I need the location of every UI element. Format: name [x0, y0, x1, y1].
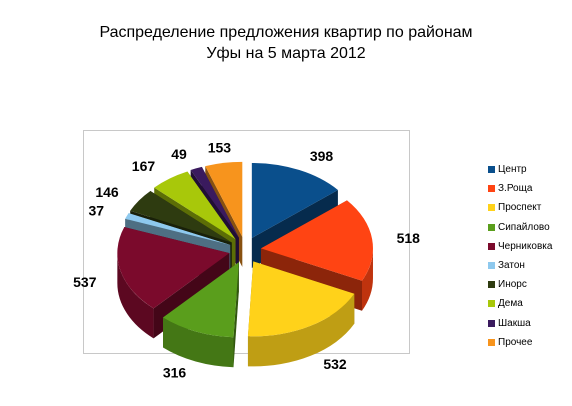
- chart-title: Распределение предложения квартир по рай…: [0, 22, 572, 64]
- slice-top: [247, 261, 355, 337]
- legend-swatch: [488, 300, 495, 308]
- slice-top: [117, 227, 230, 309]
- slice-top: [163, 262, 239, 338]
- data-label: 49: [171, 146, 187, 162]
- legend-label: Дема: [498, 298, 523, 310]
- chart-title-line-2: Уфы на 5 марта 2012: [206, 45, 366, 62]
- pie-slice-5: [117, 227, 230, 339]
- data-label: 537: [73, 274, 97, 290]
- data-label: 146: [95, 184, 119, 200]
- legend-swatch: [488, 281, 495, 289]
- legend-swatch: [488, 242, 495, 250]
- legend-label: З.Роща: [498, 183, 533, 195]
- legend-label: Прочее: [498, 336, 533, 348]
- slice-top: [260, 200, 373, 281]
- legend-swatch: [488, 338, 495, 346]
- legend-swatch: [488, 223, 495, 231]
- slice-top: [125, 213, 231, 245]
- legend-label: Затон: [498, 260, 525, 271]
- pie-slice-3: [247, 261, 355, 367]
- legend-label: Шакша: [498, 317, 531, 329]
- legend-label: Проспект: [498, 202, 542, 214]
- slice-top: [154, 171, 236, 240]
- data-label: 518: [397, 230, 421, 246]
- data-label: 532: [323, 356, 347, 372]
- legend-swatch: [488, 319, 495, 327]
- data-label: 167: [132, 158, 156, 174]
- legend-swatch: [488, 262, 495, 269]
- slice-rim: [247, 293, 355, 367]
- data-label: 398: [310, 148, 334, 164]
- data-label: 316: [163, 365, 187, 381]
- legend-swatch: [488, 185, 495, 193]
- chart-title-line-1: Распределение предложения квартир по рай…: [99, 24, 473, 41]
- legend-label: Сипайлово: [498, 221, 550, 233]
- data-label: 37: [88, 203, 104, 219]
- slice-rim: [117, 253, 154, 339]
- plot-area-frame: [83, 130, 410, 354]
- slice-rim: [361, 248, 373, 311]
- legend-label: Центр: [498, 164, 527, 175]
- data-label: 153: [208, 140, 232, 156]
- slice-top: [205, 161, 243, 237]
- legend-swatch: [488, 204, 495, 212]
- legend-label: Черниковка: [498, 240, 553, 252]
- slice-top: [190, 166, 239, 238]
- slice-rim: [163, 317, 234, 368]
- legend-swatch: [488, 166, 495, 173]
- slice-top: [130, 190, 232, 243]
- legend-label: Инорс: [498, 279, 527, 291]
- pie-slice-4: [163, 262, 239, 368]
- slice-top: [251, 162, 338, 238]
